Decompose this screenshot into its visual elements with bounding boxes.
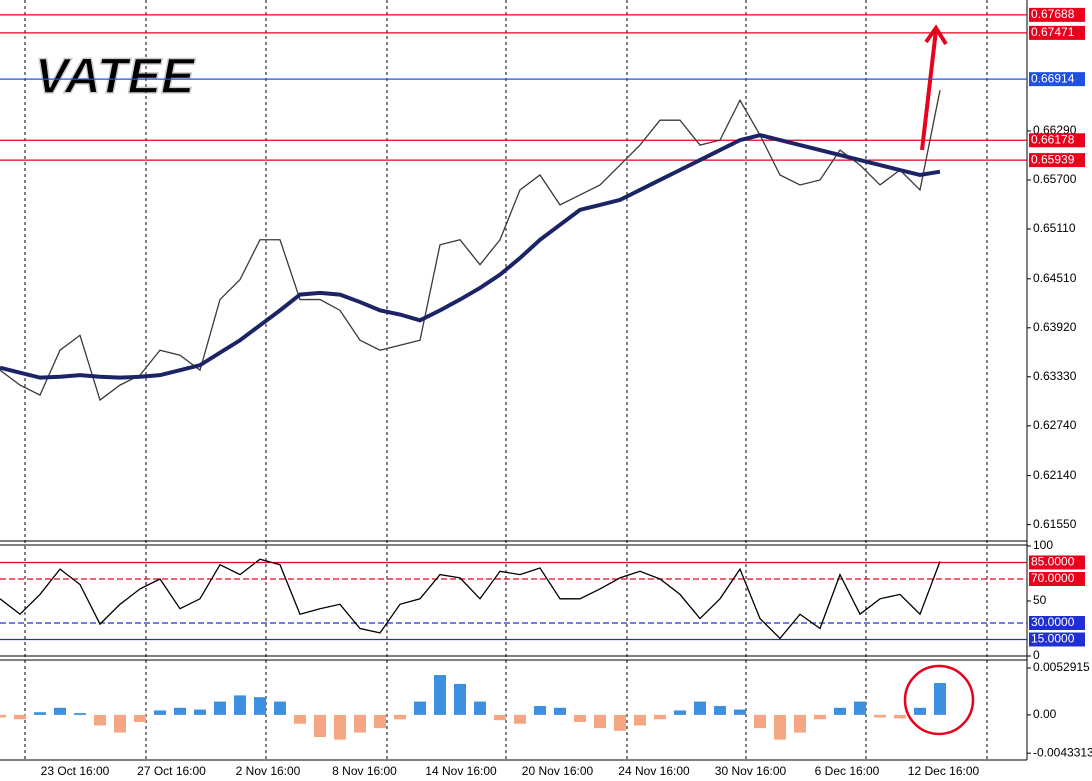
histogram-bar: [734, 709, 746, 715]
y-tick-label: 0.63330: [1033, 369, 1077, 383]
histogram-bar: [494, 714, 506, 721]
histogram-bar: [574, 714, 586, 722]
histogram-bar: [414, 701, 426, 715]
level-label-box: [1029, 616, 1085, 630]
x-tick-label: 30 Nov 16:00: [715, 764, 787, 778]
histogram-bar: [234, 695, 246, 715]
level-label: 0.66178: [1031, 132, 1075, 146]
histogram-bar: [254, 697, 266, 715]
level-label-box: [1029, 632, 1085, 647]
y-tick-label: 0.65700: [1033, 172, 1077, 186]
histogram-bar: [274, 701, 286, 715]
histogram-bar: [74, 713, 86, 715]
y-tick-label: 0.00: [1033, 707, 1057, 721]
histogram-bar: [554, 707, 566, 715]
histogram-bar: [434, 675, 446, 715]
x-tick-label: 6 Dec 16:00: [815, 764, 880, 778]
level-label: 0.65939: [1031, 152, 1075, 166]
level-label-box: [1029, 555, 1085, 570]
y-tick-label: 0.64510: [1033, 271, 1077, 285]
histogram-bar: [374, 714, 386, 729]
histogram-bar: [214, 701, 226, 715]
histogram-bar: [914, 707, 926, 715]
histogram-bar: [514, 714, 526, 724]
histogram-bar: [94, 714, 106, 726]
series-line: [0, 133, 941, 380]
y-tick-label: 0.0052915: [1033, 660, 1090, 674]
histogram-bar: [694, 701, 706, 715]
x-tick-label: 24 Nov 16:00: [618, 764, 690, 778]
histogram-bar: [814, 714, 826, 720]
histogram-bar: [614, 714, 626, 731]
x-tick-label: 23 Oct 16:00: [41, 764, 110, 778]
level-label-box: [1029, 572, 1085, 586]
histogram-bar: [354, 714, 366, 733]
histogram-bar: [794, 714, 806, 733]
histogram-bar: [874, 714, 886, 718]
histogram-bar: [454, 683, 466, 715]
y-tick-label: 0.62740: [1033, 418, 1077, 432]
histogram-bar: [194, 709, 206, 715]
histogram-bar: [934, 683, 946, 715]
histogram-bar: [34, 712, 46, 715]
y-tick-label: 0: [1033, 648, 1040, 662]
level-label-box: [1029, 25, 1085, 40]
y-tick-label: 0.62140: [1033, 468, 1077, 482]
arrow: [920, 24, 948, 151]
x-tick-label: 8 Nov 16:00: [332, 764, 397, 778]
histogram-bar: [854, 701, 866, 715]
histogram-bar: [474, 701, 486, 715]
level-label: 85.0000: [1031, 555, 1075, 569]
histogram-bar: [294, 714, 306, 724]
histogram-bar: [134, 714, 146, 722]
y-tick-label: 50: [1033, 593, 1047, 607]
level-label: 0.67471: [1031, 25, 1075, 39]
histogram-bar: [714, 706, 726, 715]
level-label-box: [1029, 72, 1085, 87]
y-tick-label: 0.61550: [1033, 517, 1077, 531]
histogram-bar: [174, 707, 186, 715]
level-label: 0.67688: [1031, 7, 1075, 21]
x-tick-label: 20 Nov 16:00: [522, 764, 594, 778]
x-tick-label: 27 Oct 16:00: [137, 764, 206, 778]
y-tick-label: 0.65110: [1033, 221, 1076, 235]
histogram-bar: [634, 714, 646, 726]
y-tick-label: -0.0043313: [1033, 745, 1092, 759]
y-tick-label: 100: [1033, 538, 1053, 552]
series-line: [0, 90, 941, 402]
histogram-bar: [674, 710, 686, 715]
histogram-bar: [774, 714, 786, 740]
y-tick-label: 0.63920: [1033, 320, 1077, 334]
x-tick-label: 12 Dec 16:00: [908, 764, 980, 778]
level-label-box: [1029, 153, 1085, 168]
histogram-bar: [534, 706, 546, 715]
histogram-bar: [834, 707, 846, 715]
histogram-bar: [334, 714, 346, 740]
level-label: 30.0000: [1031, 615, 1075, 629]
histogram-bar: [654, 714, 666, 720]
histogram-bar: [314, 714, 326, 737]
histogram-bar: [754, 714, 766, 729]
watermark: VATEE: [35, 48, 196, 104]
histogram-bar: [0, 714, 6, 718]
highlight-circle: [903, 664, 975, 736]
x-tick-label: 14 Nov 16:00: [425, 764, 497, 778]
histogram-bar: [594, 714, 606, 729]
histogram-bar: [154, 710, 166, 715]
level-label: 70.0000: [1031, 571, 1075, 585]
histogram-bar: [54, 707, 66, 715]
level-label: 15.0000: [1031, 632, 1075, 646]
histogram-bar: [14, 714, 26, 720]
level-label-box: [1029, 7, 1085, 22]
histogram-bar: [114, 714, 126, 733]
histogram-bar: [894, 714, 906, 719]
level-label-box: [1029, 133, 1085, 148]
level-label: 0.66914: [1031, 71, 1075, 85]
x-tick-label: 2 Nov 16:00: [236, 764, 301, 778]
histogram-bar: [394, 714, 406, 720]
series-line: [0, 558, 941, 640]
